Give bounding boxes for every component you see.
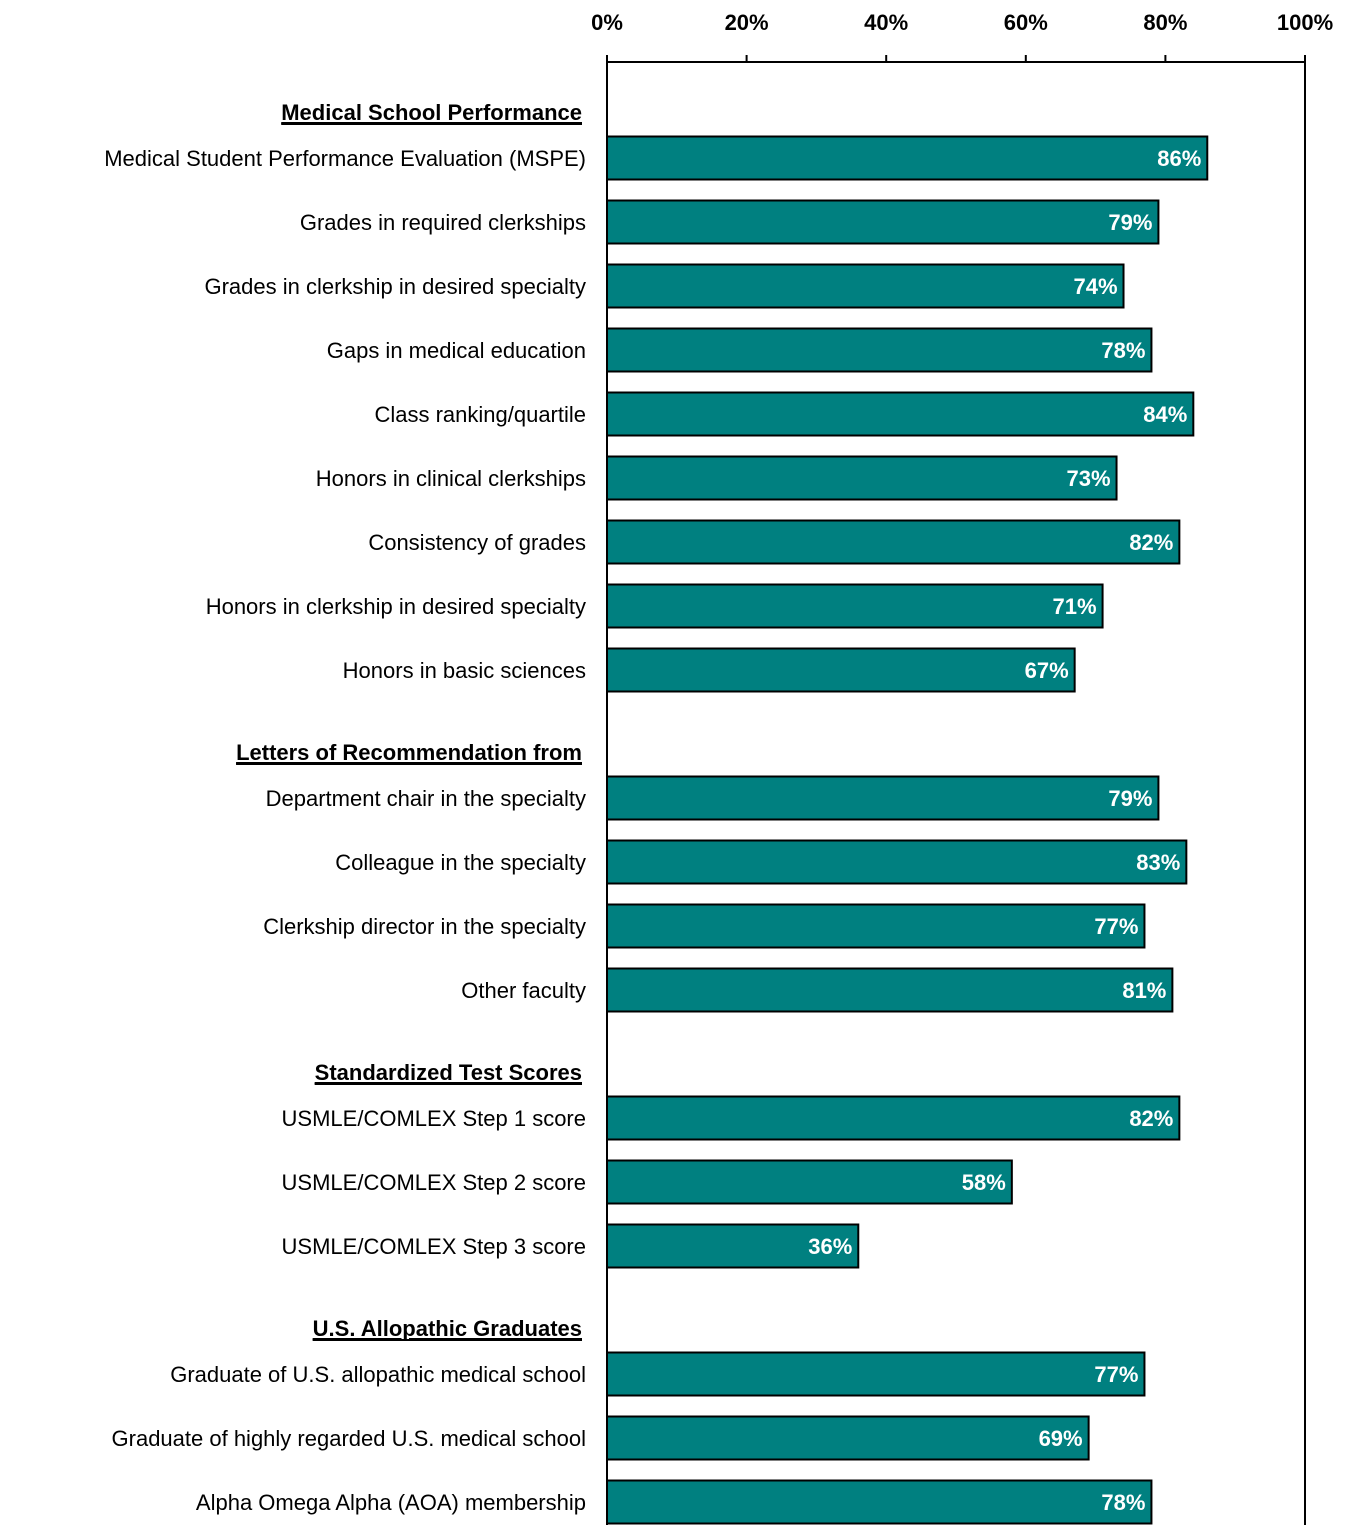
category-label: Honors in clerkship in desired specialty [206,594,586,619]
data-label: 58% [962,1170,1006,1195]
category-label: Grades in clerkship in desired specialty [204,274,586,299]
bar [606,903,1146,949]
bar [606,263,1125,309]
group-label: Letters of Recommendation from [236,740,582,765]
data-label: 36% [808,1234,852,1259]
data-label: 79% [1108,786,1152,811]
bar [606,583,1104,629]
category-label: USMLE/COMLEX Step 3 score [282,1234,586,1259]
data-label: 83% [1136,850,1180,875]
category-label: Grades in required clerkships [300,210,586,235]
bar [606,1159,1013,1205]
data-label: 82% [1129,1106,1173,1131]
data-label: 77% [1094,914,1138,939]
category-label: Honors in clinical clerkships [316,466,586,491]
category-label: Graduate of U.S. allopathic medical scho… [170,1362,586,1387]
x-tick-label: 0% [591,10,623,35]
bar [606,967,1174,1013]
bar [606,1223,860,1269]
bar [606,519,1181,565]
category-label: Department chair in the specialty [266,786,586,811]
data-label: 86% [1157,146,1201,171]
category-label: Graduate of highly regarded U.S. medical… [112,1426,586,1451]
category-label: USMLE/COMLEX Step 1 score [282,1106,586,1131]
data-label: 71% [1053,594,1097,619]
bars: 86% 79% 74% 78% 84% 73% 82% 71% 67% 79% 83% 77% 81% 8… [606,135,1209,1525]
category-label: Other faculty [461,978,586,1003]
group-label: Medical School Performance [281,100,582,125]
category-label: USMLE/COMLEX Step 2 score [282,1170,586,1195]
group-label: U.S. Allopathic Graduates [313,1316,582,1341]
bar [606,1415,1090,1461]
bar [606,775,1160,821]
x-tick-label: 20% [725,10,769,35]
category-label: Honors in basic sciences [343,658,586,683]
data-label: 73% [1066,466,1110,491]
x-tick-label: 80% [1143,10,1187,35]
bar [606,1095,1181,1141]
category-label: Colleague in the specialty [335,850,586,875]
category-label: Alpha Omega Alpha (AOA) membership [196,1490,586,1515]
bar [606,199,1160,245]
data-label: 69% [1039,1426,1083,1451]
category-label: Clerkship director in the specialty [263,914,586,939]
bar [606,839,1188,885]
bar [606,391,1195,437]
bar [606,135,1209,181]
category-label: Class ranking/quartile [374,402,586,427]
data-label: 79% [1108,210,1152,235]
data-label: 77% [1094,1362,1138,1387]
bar [606,647,1076,693]
data-label: 74% [1073,274,1117,299]
x-tick-label: 40% [864,10,908,35]
category-labels: Medical School Performance Medical Studen… [104,100,586,1515]
x-tick-label: 60% [1004,10,1048,35]
category-label: Gaps in medical education [327,338,586,363]
group-label: Standardized Test Scores [315,1060,582,1085]
data-label: 78% [1101,1490,1145,1515]
data-label: 84% [1143,402,1187,427]
category-label: Medical Student Performance Evaluation (… [104,146,586,171]
bar [606,1351,1146,1397]
data-label: 78% [1101,338,1145,363]
bar [606,327,1153,373]
bar [606,455,1118,501]
data-label: 81% [1122,978,1166,1003]
x-tick-label: 100% [1277,10,1333,35]
bar [606,1479,1153,1525]
data-label: 82% [1129,530,1173,555]
data-label: 67% [1025,658,1069,683]
category-label: Consistency of grades [368,530,586,555]
